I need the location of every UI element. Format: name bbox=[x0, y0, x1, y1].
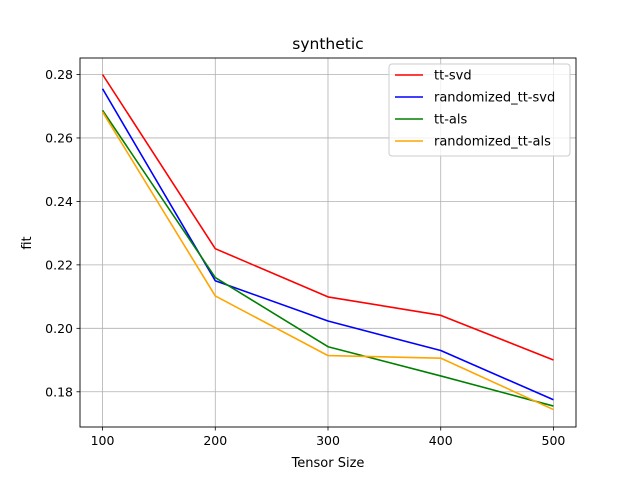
y-axis-ticks: 0.18 0.20 0.22 0.24 0.26 0.28 bbox=[45, 67, 80, 399]
y-tick-label: 0.20 bbox=[45, 321, 73, 336]
y-tick-label: 0.26 bbox=[45, 130, 73, 145]
x-axis-title: Tensor Size bbox=[291, 456, 365, 471]
series-line-randomized_tt-svd bbox=[101, 88, 554, 401]
x-tick-label: 500 bbox=[542, 433, 566, 448]
legend-label: randomized_tt-als bbox=[434, 135, 551, 150]
legend-box bbox=[388, 63, 571, 157]
series-lines bbox=[101, 74, 554, 411]
series-line-tt-svd bbox=[101, 74, 554, 361]
y-tick-label: 0.22 bbox=[45, 257, 73, 272]
y-tick-label: 0.18 bbox=[45, 384, 73, 399]
chart-title: synthetic bbox=[292, 35, 363, 53]
legend: tt-svd randomized_tt-svd tt-als randomized_… bbox=[388, 63, 571, 157]
x-axis-ticks: 100 200 300 400 500 bbox=[91, 427, 566, 448]
legend-label: randomized_tt-svd bbox=[434, 91, 555, 106]
y-tick-label: 0.24 bbox=[45, 194, 73, 209]
legend-label: tt-svd bbox=[434, 69, 472, 84]
series-line-randomized_tt-als bbox=[101, 111, 554, 411]
legend-label: tt-als bbox=[434, 113, 467, 128]
y-tick-label: 0.28 bbox=[45, 67, 73, 82]
x-tick-label: 100 bbox=[91, 433, 115, 448]
y-axis-title: fit bbox=[20, 236, 35, 249]
series-line-tt-als bbox=[101, 109, 554, 407]
x-tick-label: 300 bbox=[316, 433, 340, 448]
x-tick-label: 200 bbox=[203, 433, 227, 448]
x-tick-label: 400 bbox=[429, 433, 453, 448]
